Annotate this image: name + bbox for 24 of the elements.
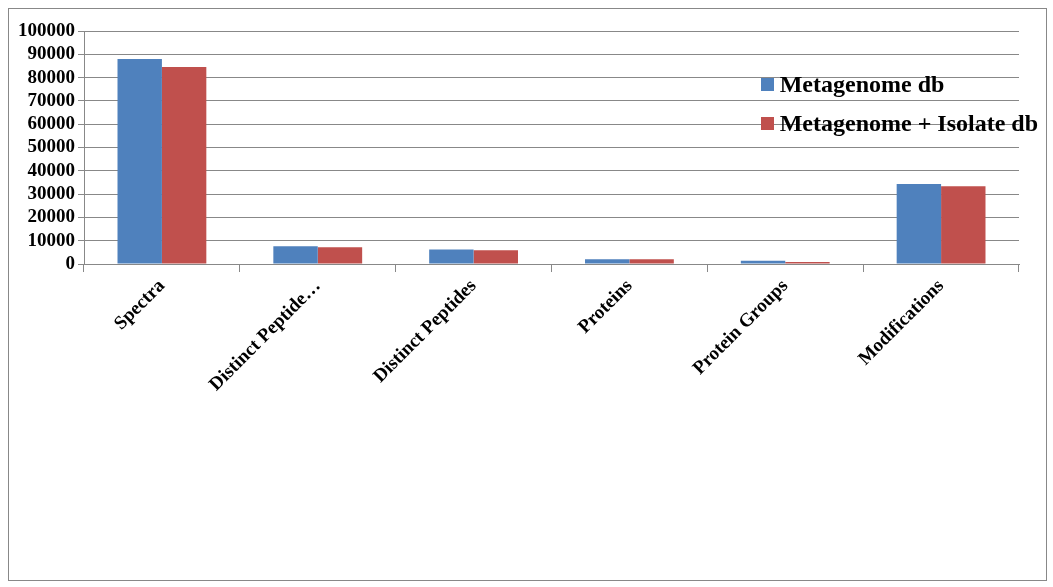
bar [941, 186, 986, 264]
bar [473, 250, 518, 264]
y-tick-label: 80000 [27, 65, 75, 87]
bar [629, 259, 674, 264]
legend-label: Metagenome + Isolate db [779, 110, 1038, 137]
y-tick-label: 20000 [27, 205, 75, 227]
bar [317, 247, 363, 264]
legend-label: Metagenome db [779, 71, 945, 98]
y-tick-label: 30000 [27, 182, 75, 204]
bar [273, 246, 318, 264]
bar [585, 259, 630, 264]
y-tick-label: 100000 [18, 18, 75, 40]
bar [740, 260, 786, 264]
y-tick-label: 50000 [27, 135, 75, 157]
y-tick-label: 10000 [27, 228, 75, 250]
y-tick-label: 70000 [27, 88, 75, 110]
bar [429, 249, 474, 264]
bar [896, 184, 942, 264]
y-tick-label: 60000 [27, 112, 75, 134]
bar [161, 67, 207, 264]
bar [117, 58, 162, 264]
y-tick-label: 0 [65, 251, 75, 273]
y-tick-label: 40000 [27, 158, 75, 180]
y-tick-label: 90000 [27, 42, 75, 64]
